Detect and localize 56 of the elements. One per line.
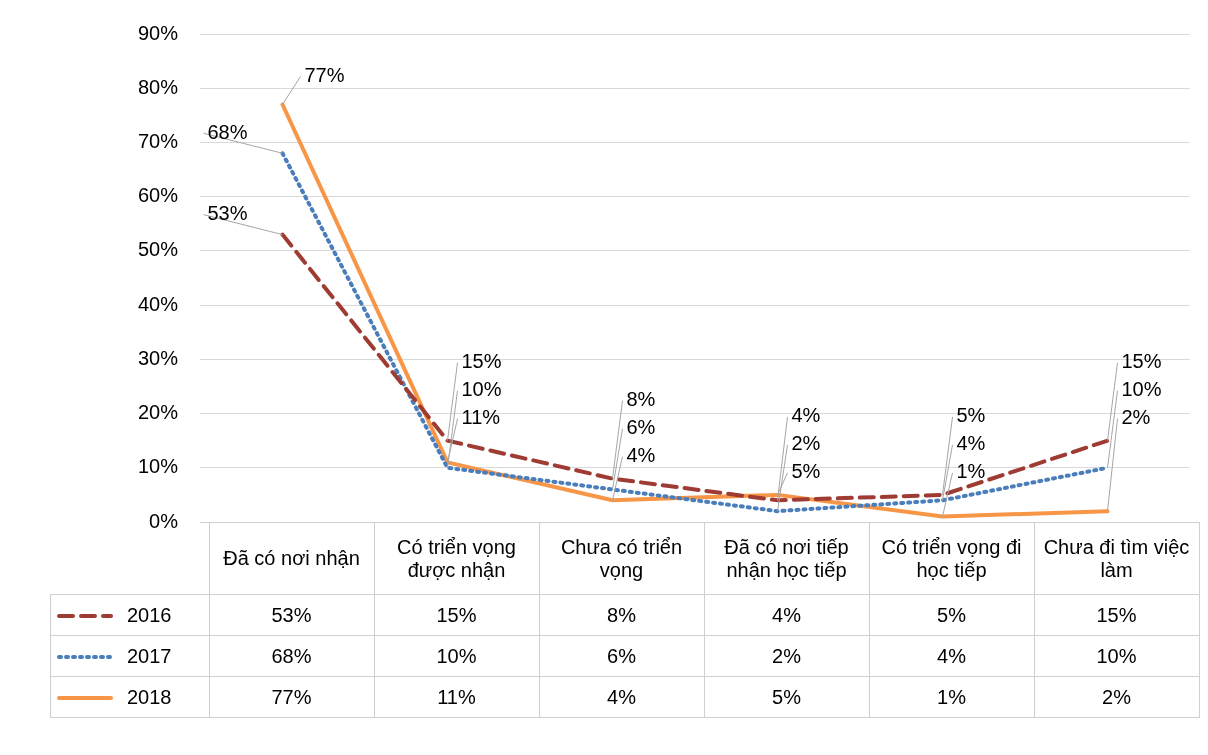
- data-label: 10%: [1034, 635, 1199, 677]
- y-tick-label: 10%: [137, 455, 179, 478]
- text: 15%: [461, 350, 502, 373]
- data-label: 68%: [209, 635, 374, 677]
- text: 4%: [791, 404, 821, 427]
- data-label: 4%: [704, 594, 869, 636]
- text: 10%: [461, 378, 502, 401]
- text: 1%: [956, 460, 986, 483]
- data-label: 6%: [539, 635, 704, 677]
- y-tick-label: 80%: [137, 75, 179, 98]
- data-label: 77%: [209, 676, 374, 718]
- data-label: 10%: [374, 635, 539, 677]
- text: 6%: [626, 416, 656, 439]
- line-series: [280, 232, 1110, 503]
- text: 68%: [207, 120, 248, 143]
- text: 11%: [461, 406, 501, 429]
- text: 8%: [626, 388, 656, 411]
- text: 77%: [304, 64, 345, 86]
- legend-label: 2016: [50, 594, 209, 636]
- data-label: 1%: [869, 676, 1034, 718]
- y-tick-label: 0%: [149, 509, 179, 532]
- data-label: 5%: [704, 676, 869, 718]
- x-tick-label: Đã có nơi tiếp nhận học tiếp: [704, 522, 869, 595]
- y-tick-label: 30%: [137, 346, 179, 369]
- y-tick-label: 60%: [137, 184, 179, 207]
- y-tick-label: 40%: [137, 292, 179, 315]
- text: 5%: [956, 404, 986, 427]
- legend-label: 2018: [50, 676, 209, 718]
- data-label: 15%: [374, 594, 539, 636]
- x-tick-label: Có triển vọng đi học tiếp: [869, 522, 1034, 595]
- x-tick-label: Có triển vọng được nhận: [374, 522, 539, 595]
- x-tick-label: Đã có nơi nhận: [209, 522, 374, 595]
- legend-label: 2017: [50, 635, 209, 677]
- data-label: 5%: [869, 594, 1034, 636]
- y-tick-label: 50%: [137, 238, 179, 261]
- text: 4%: [956, 432, 986, 455]
- data-label: 11%: [374, 676, 539, 718]
- text: 10%: [1121, 378, 1162, 401]
- text: 5%: [791, 460, 821, 483]
- data-label: 4%: [869, 635, 1034, 677]
- data-label: 15%: [1034, 594, 1199, 636]
- y-tick-label: 70%: [137, 129, 179, 152]
- data-label: 2%: [704, 635, 869, 677]
- y-tick-label: 20%: [137, 401, 179, 424]
- text: 4%: [626, 444, 656, 467]
- x-tick-label: Chưa đi tìm việc làm: [1034, 522, 1199, 595]
- data-label: 4%: [539, 676, 704, 718]
- y-tick-label: 90%: [137, 21, 179, 44]
- data-label: 2%: [1034, 676, 1199, 718]
- data-label: 8%: [539, 594, 704, 636]
- text: 2%: [1121, 406, 1151, 429]
- x-tick-label: Chưa có triển vọng: [539, 522, 704, 595]
- text: 15%: [1121, 350, 1162, 373]
- text: 2%: [791, 432, 821, 455]
- text: 53%: [207, 202, 248, 225]
- data-label: 53%: [209, 594, 374, 636]
